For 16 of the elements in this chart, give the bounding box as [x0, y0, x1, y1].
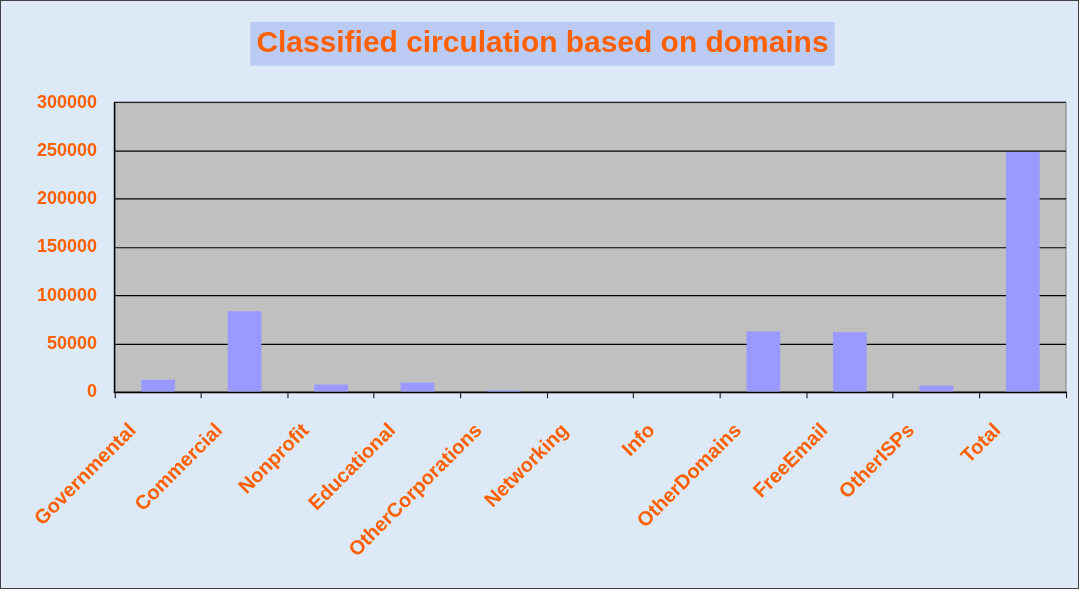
bar: [746, 331, 781, 392]
y-tick-label: 100000: [36, 284, 97, 305]
y-tick-label: 0: [86, 381, 97, 402]
bar: [1005, 151, 1040, 392]
bar: [400, 382, 435, 392]
y-tick-label: 300000: [36, 91, 97, 112]
bar: [919, 385, 954, 392]
chart-title: Classified circulation based on domains: [256, 25, 829, 59]
y-tick-label: 50000: [46, 332, 97, 353]
bar: [832, 332, 867, 392]
y-tick-label: 200000: [36, 188, 97, 209]
bar: [141, 379, 175, 392]
y-tick-label: 150000: [36, 236, 97, 257]
bar: [314, 384, 348, 392]
y-tick-label: 250000: [36, 139, 97, 160]
bar: [227, 311, 262, 392]
